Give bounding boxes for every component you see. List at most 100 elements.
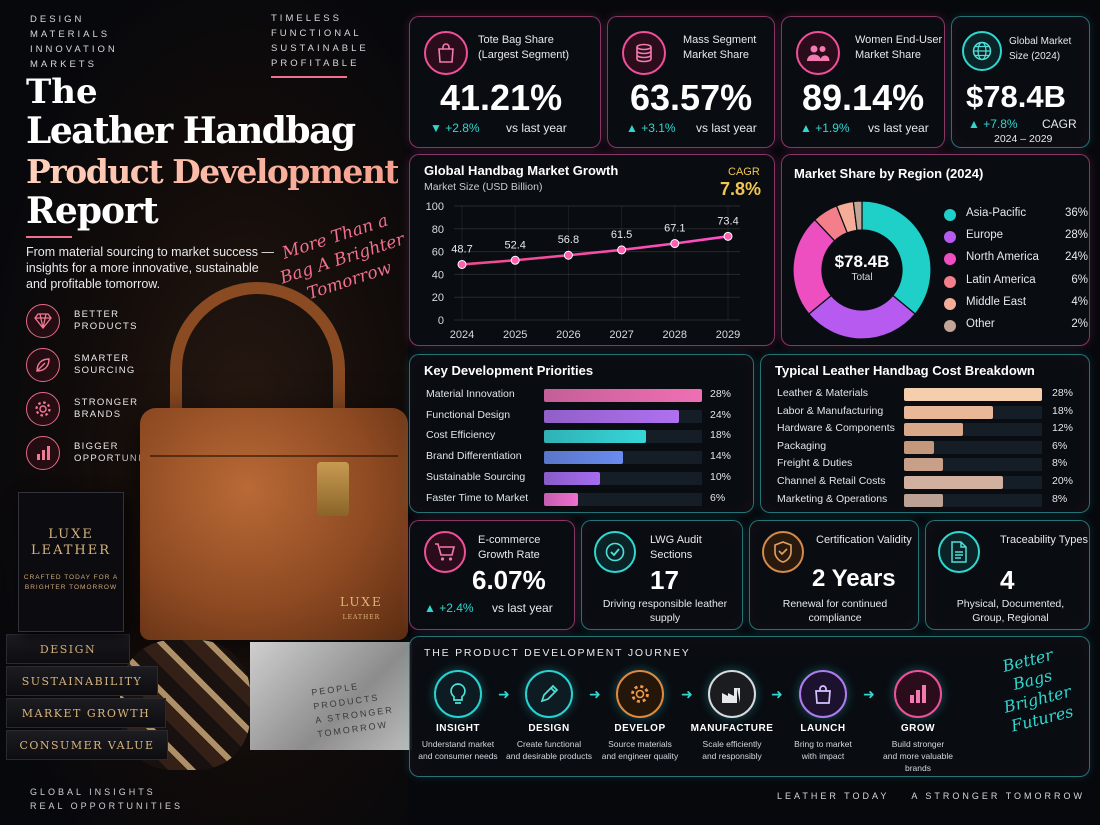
bar xyxy=(544,389,702,402)
bar xyxy=(904,476,1003,489)
x-tick-label: 2028 xyxy=(663,329,687,341)
feature-label: SMARTER xyxy=(74,353,130,364)
page-subtitle: From material sourcing to market success… xyxy=(26,245,274,291)
feature-label: BIGGER xyxy=(74,441,119,452)
kpi-label: Global Market Size (2024) xyxy=(1009,36,1072,62)
luxe-leather-box: LUXE LEATHER CRAFTED TODAY FOR A BRIGHTER… xyxy=(18,492,124,632)
legend-swatch xyxy=(944,231,956,244)
bar-track xyxy=(904,388,1042,401)
y-tick-label: 100 xyxy=(426,201,444,213)
kpi-vs: CAGR xyxy=(1042,117,1077,131)
pie-slice xyxy=(807,294,917,340)
bar-row: Leather & Materials 28% xyxy=(761,384,1089,405)
box-subtitle: CRAFTED TODAY FOR A BRIGHTER TOMORROW xyxy=(23,574,119,591)
bar-value-label: 6% xyxy=(1052,439,1068,452)
kpi-change: ▲ +3.1% xyxy=(626,121,676,135)
bar-value-label: 24% xyxy=(710,408,732,421)
footer-left: LEATHER TODAY xyxy=(777,791,890,801)
step-desc: and desirable products xyxy=(505,751,592,761)
growth-chart-panel: Global Handbag Market Growth Market Size… xyxy=(409,154,775,346)
journey-step-insight: INSIGHT Understand market and consumer ne… xyxy=(410,670,506,762)
bar-value-label: 18% xyxy=(710,429,732,442)
bar-value-label: 6% xyxy=(710,491,726,504)
chart-title: Key Development Priorities xyxy=(424,363,594,378)
bar-category-label: Leather & Materials xyxy=(777,387,869,399)
box-title: LEATHER xyxy=(30,543,112,558)
bar-track xyxy=(904,440,1042,454)
bar-row: Sustainable Sourcing 10% xyxy=(410,468,753,489)
feature-label: STRONGER xyxy=(74,397,139,408)
bar xyxy=(544,430,646,444)
bar-chart-icon xyxy=(26,436,60,470)
tag-text: DESIGN xyxy=(30,14,85,25)
kpi-change: ▼ +2.8% xyxy=(430,121,480,135)
bar xyxy=(904,388,1042,401)
bar-category-label: Freight & Duties xyxy=(777,457,853,470)
bar-value-label: 18% xyxy=(1052,404,1074,417)
page-title-highlight: Product Development xyxy=(26,152,400,191)
line-chart: 0 20 40 60 80 100 2024 2025 2026 2027 2028 2029 48.7… xyxy=(426,201,741,341)
bar-category-label: Sustainable Sourcing xyxy=(426,470,526,483)
legend-label: Asia-Pacific xyxy=(966,207,1027,219)
stat-change: ▲ +2.4% xyxy=(424,601,474,615)
gear-icon xyxy=(616,670,664,718)
tag-text: SUSTAINABLE xyxy=(271,43,369,54)
footer-tagline: LEATHER TODAY A STRONGER TOMORROW xyxy=(777,791,1085,801)
kpi-change: ▲ +7.8% xyxy=(968,117,1018,131)
book-sustainability: SUSTAINABILITY xyxy=(6,666,158,696)
bar-track xyxy=(544,389,702,402)
gear-icon xyxy=(26,392,60,426)
step-desc: and responsibly xyxy=(702,751,762,761)
bar-track xyxy=(904,405,1042,419)
arrow-right-icon: ➜ xyxy=(863,686,875,702)
bar-value-label: 8% xyxy=(1052,457,1068,470)
x-tick-label: 2024 xyxy=(450,329,474,341)
series-line xyxy=(461,235,729,266)
bar xyxy=(544,492,578,506)
y-tick-label: 20 xyxy=(432,292,444,304)
journey-step-develop: DEVELOP Source materials and engineer qua… xyxy=(592,670,688,762)
bar-category-label: Marketing & Operations xyxy=(777,492,888,505)
step-name: MANUFACTURE xyxy=(690,723,774,734)
handbag-brand-name: LUXE xyxy=(340,595,383,609)
bar-value-label: 28% xyxy=(1052,387,1074,399)
feature-better-products: BETTER PRODUCTS xyxy=(26,304,138,338)
legend-swatch xyxy=(944,209,956,221)
bar-row: Material Innovation 28% xyxy=(410,385,753,406)
bar xyxy=(544,471,601,485)
bar xyxy=(544,451,623,465)
step-name: DESIGN xyxy=(528,723,570,734)
stat-card-certification: Certification Validity 2 Years Renewal f… xyxy=(749,520,919,630)
bar-category-label: Brand Differentiation xyxy=(426,450,522,463)
data-point xyxy=(723,231,733,241)
stat-card-traceability: Traceability Types 4 Physical, Documente… xyxy=(925,520,1090,630)
cart-icon xyxy=(424,531,466,573)
arrow-right-icon: ➜ xyxy=(681,686,693,702)
stat-value: 4 xyxy=(1000,565,1015,595)
legend-item: North America 24% xyxy=(944,250,1088,272)
chart-subtitle: Market Size (USD Billion) xyxy=(424,181,543,193)
step-desc: with impact xyxy=(801,751,845,761)
handbag-brand: LUXE LEATHER xyxy=(340,596,383,624)
chart-title: Typical Leather Handbag Cost Breakdown xyxy=(775,363,1035,378)
marble-block xyxy=(250,642,412,750)
data-point xyxy=(563,250,573,260)
bar-track xyxy=(904,476,1042,489)
kpi-vs: vs last year xyxy=(868,121,929,135)
bar-track xyxy=(544,451,702,465)
bar-category-label: Faster Time to Market xyxy=(426,491,529,504)
bar-value-label: 8% xyxy=(1052,492,1068,505)
donut-chart xyxy=(792,200,932,340)
hero-tags-left: DESIGN MATERIALS INNOVATION MARKETS xyxy=(30,12,118,72)
shopping-bag-icon xyxy=(424,31,468,75)
marble-text: PEOPLE PRODUCTS A STRONGER TOMORROW xyxy=(310,675,396,741)
step-desc: Scale efficiently xyxy=(702,739,762,749)
hero-tags-right: TIMELESS FUNCTIONAL SUSTAINABLE PROFITAB… xyxy=(271,11,369,71)
kpi-value: 63.57% xyxy=(630,77,753,118)
kpi-card-market-size: Global Market Size (2024) $78.4B ▲ +7.8%… xyxy=(951,16,1090,148)
chart-title: Market Share by Region (2024) xyxy=(794,166,984,181)
stat-vs: vs last year xyxy=(492,601,553,615)
coin-stack-icon xyxy=(622,31,666,75)
stat-desc: Driving responsible leather supply xyxy=(602,598,728,624)
bar xyxy=(904,405,993,419)
